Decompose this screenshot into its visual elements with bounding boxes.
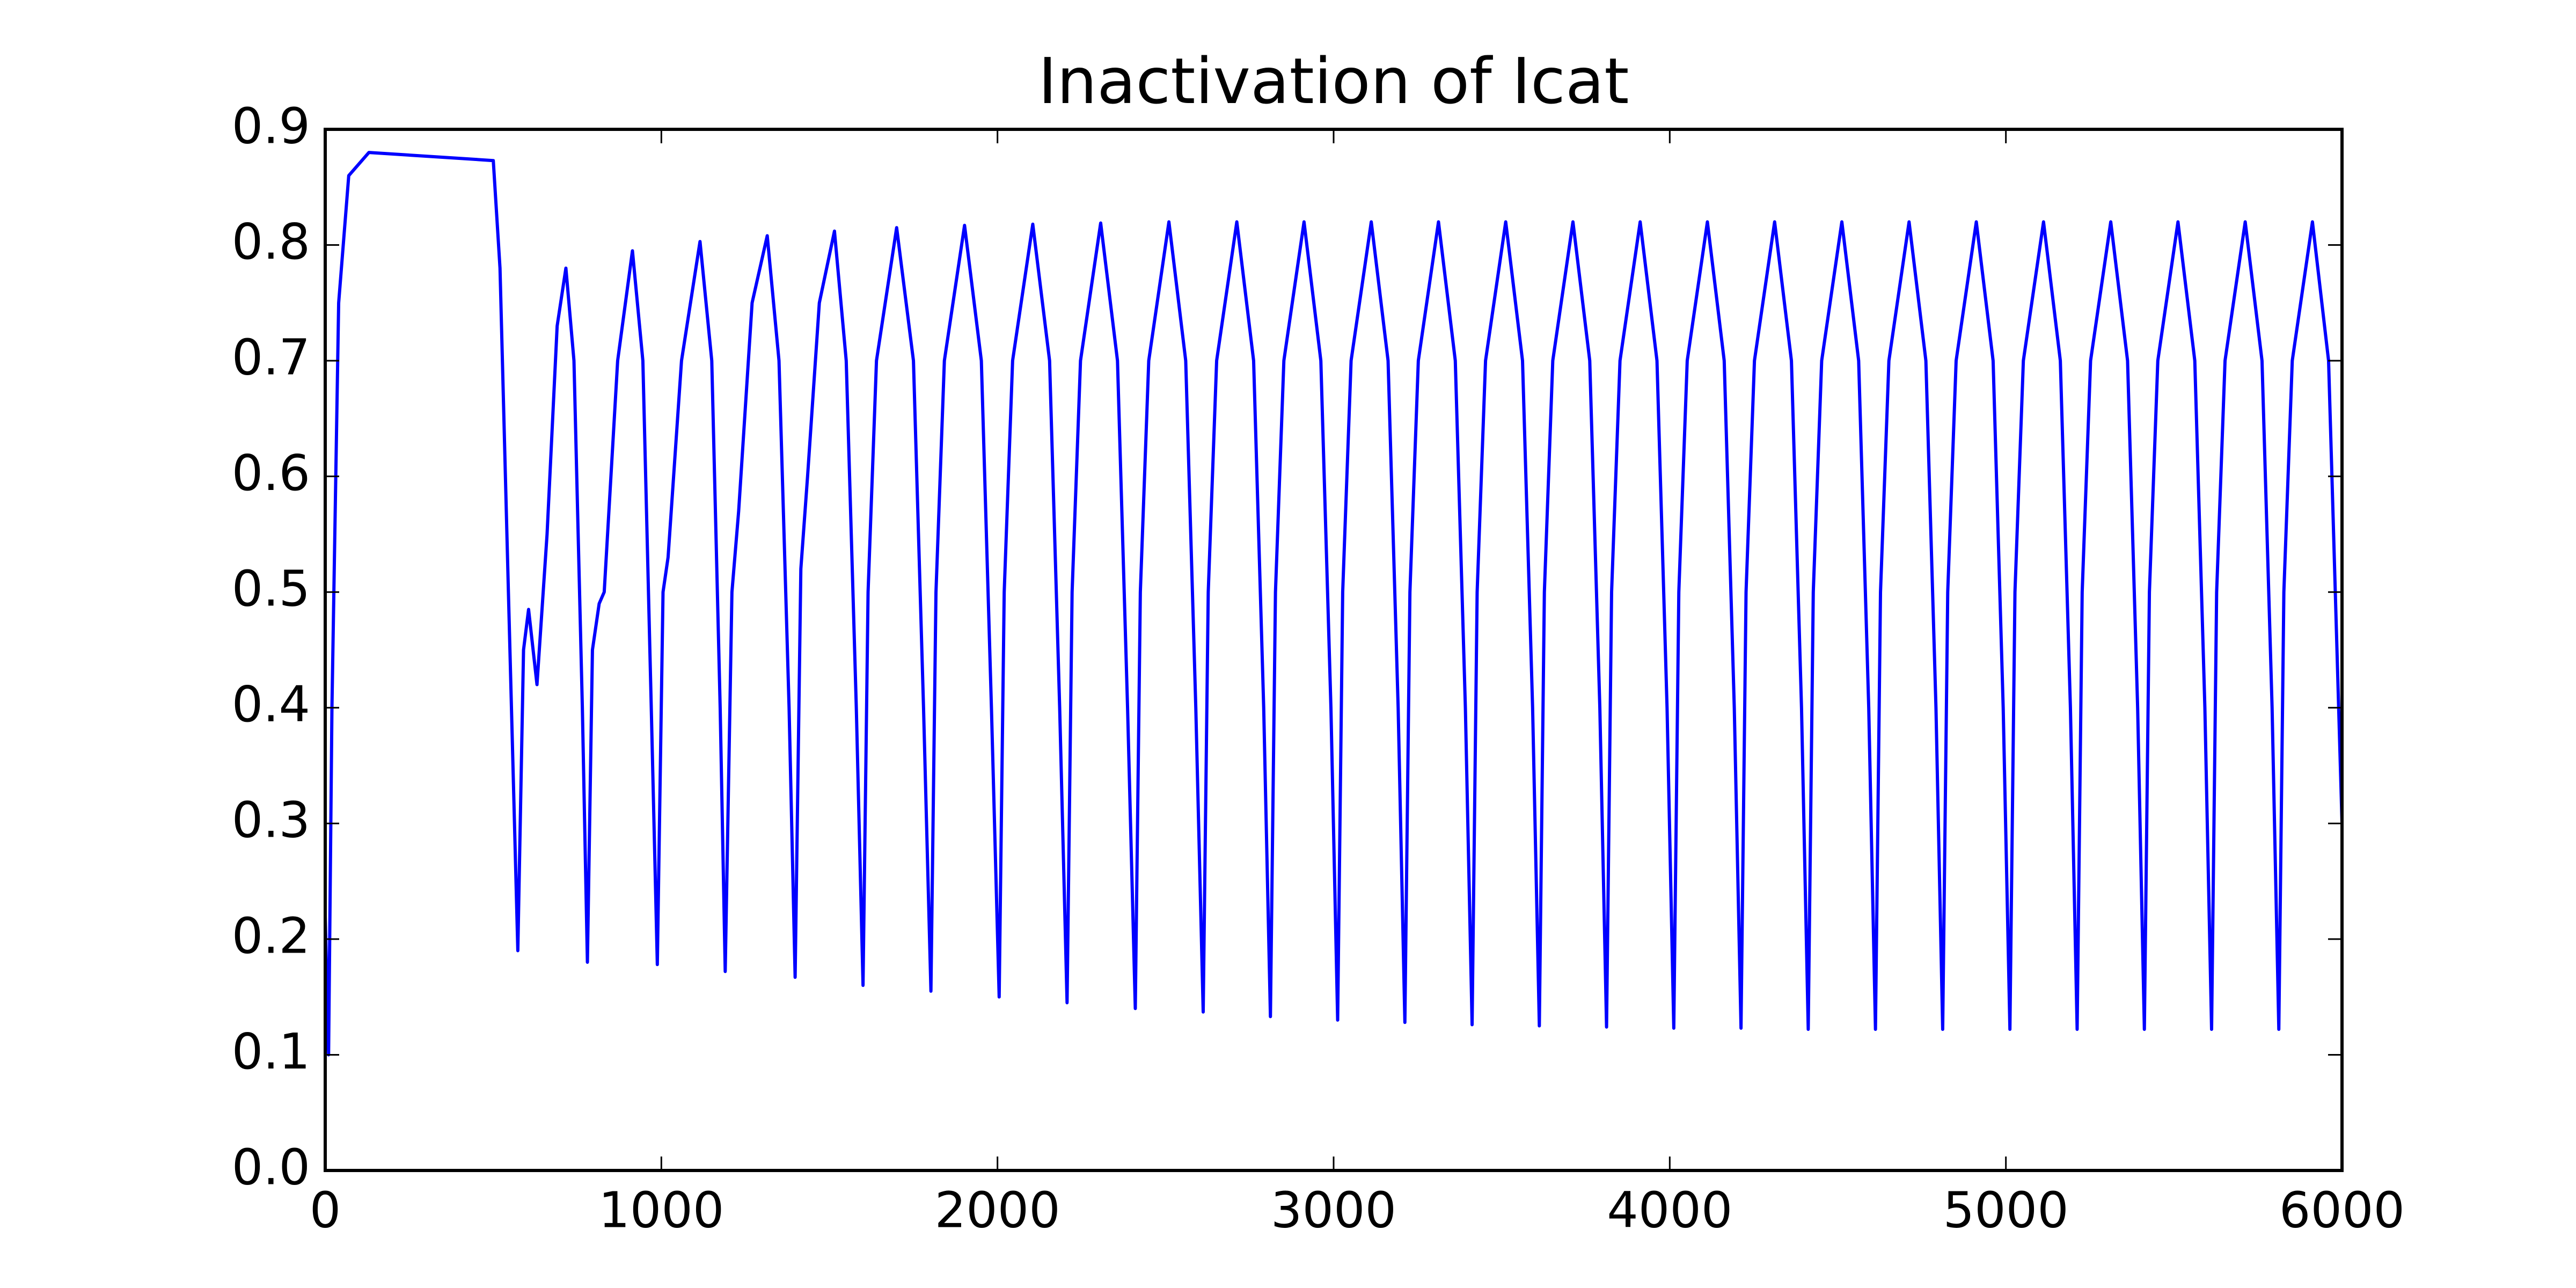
- x-tick-label: 0: [310, 1181, 341, 1239]
- y-tick-label: 0.1: [232, 1023, 310, 1080]
- x-tick-label: 4000: [1607, 1181, 1732, 1239]
- x-tick-label: 2000: [935, 1181, 1060, 1239]
- x-tick-label: 3000: [1271, 1181, 1396, 1239]
- y-tick-label: 0.2: [232, 907, 310, 964]
- data-line: [325, 151, 2342, 1057]
- x-tick-label: 1000: [598, 1181, 724, 1239]
- y-tick-label: 0.5: [232, 560, 310, 618]
- y-tick-label: 0.8: [232, 213, 310, 270]
- x-tick-label: 5000: [1943, 1181, 2069, 1239]
- y-tick-label: 0.3: [232, 792, 310, 849]
- y-tick-label: 0.4: [232, 676, 310, 733]
- y-tick-label: 0.6: [232, 444, 310, 502]
- y-tick-label: 0.9: [232, 97, 310, 155]
- plot-frame: [324, 128, 2344, 1172]
- y-tick-label: 0.7: [232, 328, 310, 386]
- y-tick-label: 0.0: [232, 1138, 310, 1196]
- chart-title: Inactivation of Icat: [1038, 44, 1629, 118]
- x-tick-label: 6000: [2279, 1181, 2405, 1239]
